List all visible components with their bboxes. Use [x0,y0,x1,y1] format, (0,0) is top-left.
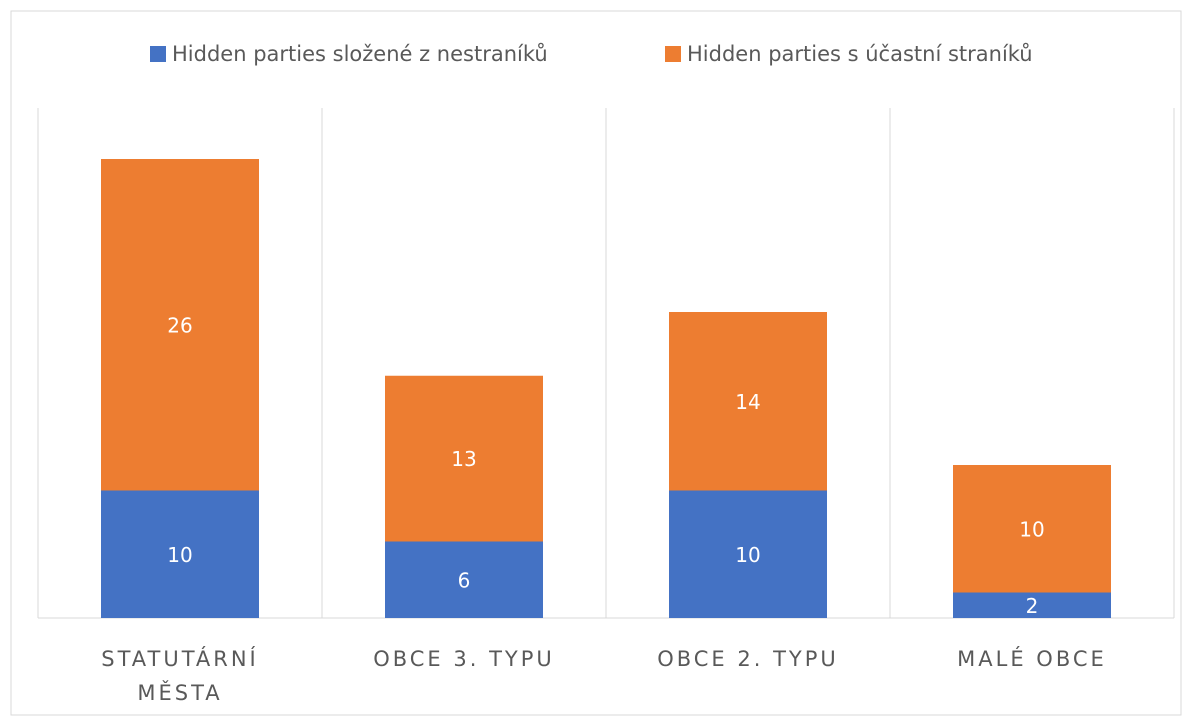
data-label: 6 [458,568,471,592]
data-label: 2 [1026,594,1039,618]
bar-segment [669,490,827,618]
bar-segment [385,375,543,542]
x-tick-label: MALÉ OBCE [957,647,1107,671]
data-label: 10 [1019,517,1044,541]
legend-label: Hidden parties s účastní straníků [687,42,1033,66]
x-tick-label: STATUTÁRNÍ MĚSTA [101,647,259,705]
legend-label: Hidden parties složené z nestraníků [172,42,548,66]
data-label: 14 [735,390,760,414]
bar-segment [385,541,543,618]
bar-segment [953,465,1111,593]
bar-segment [101,490,259,618]
legend-swatch [665,46,681,62]
bar-segment [669,312,827,491]
x-tick-label: OBCE 3. TYPU [373,647,555,671]
legend-swatch [150,46,166,62]
data-label: 10 [735,543,760,567]
data-label: 10 [167,543,192,567]
data-label: 26 [167,313,192,337]
x-tick-label: OBCE 2. TYPU [657,647,839,671]
bar-segment [953,592,1111,618]
bar-segment [101,159,259,491]
data-label: 13 [451,447,476,471]
